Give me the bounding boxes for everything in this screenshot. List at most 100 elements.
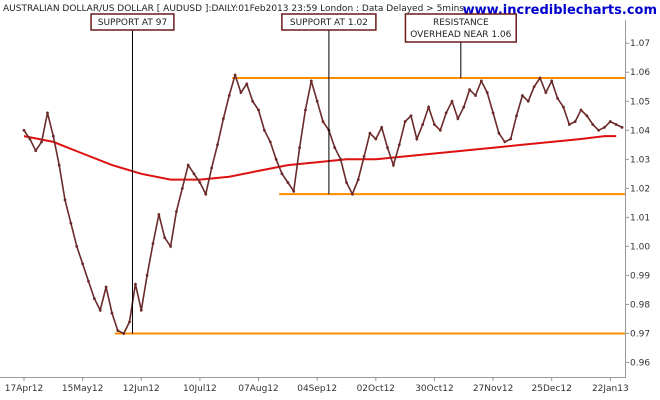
x-tick-label: 30Oct12 [415,384,453,394]
price-point [356,178,360,182]
y-tick-label: 0.99 [630,271,650,281]
price-point [157,213,161,216]
y-tick-label: 1.03 [630,155,650,165]
price-point [245,82,249,86]
price-point [550,79,554,83]
annotation-text-line: OVERHEAD NEAR 1.06 [410,30,511,40]
price-point [567,123,571,126]
price-point [210,166,214,170]
price-point [597,128,601,132]
x-tick-label: 12Jun12 [123,384,160,394]
price-point [374,137,378,141]
price-point [345,181,348,184]
price-point [608,120,612,123]
price-point [585,114,589,118]
price-point [163,236,167,240]
annotation-0: SUPPORT AT 97 [90,13,175,334]
price-point [110,311,114,315]
price-point [474,94,477,97]
price-point [579,108,583,112]
price-point [186,163,190,167]
price-point [63,198,67,202]
y-tick-label: 1.06 [630,68,650,78]
price-point [321,120,325,123]
annotation-box [90,13,175,31]
x-tick-label: 04Sep12 [297,384,337,394]
price-point [532,85,536,89]
price-point [391,163,395,167]
price-point [485,91,489,94]
y-tick-label: 0.97 [630,329,650,339]
price-point [98,308,102,312]
support-resistance-levels [114,77,625,335]
price-point [409,114,413,118]
chart-title: AUSTRALIAN DOLLAR/US DOLLAR [ AUDUSD ]:D… [3,4,464,14]
price-point [51,134,55,138]
y-tick-label: 1.05 [630,97,650,107]
price-point [233,73,237,77]
y-tick-label: 1.00 [630,242,650,252]
price-point [46,111,49,115]
y-tick-label: 0.98 [630,300,650,310]
price-point [544,91,548,94]
price-point [286,181,290,184]
annotation-box [404,13,517,43]
y-tick-label: 0.96 [630,358,650,368]
price-point [134,282,137,286]
price-line [23,72,623,335]
price-point [444,111,448,115]
x-tick-label: 27Nov12 [473,384,513,394]
price-point [57,163,61,167]
price-point [456,117,460,121]
annotations: SUPPORT AT 97 SUPPORT AT 1.02 RESISTANCE OV… [90,13,517,334]
annotation-2: RESISTANCE OVERHEAD NEAR 1.06 [404,13,517,79]
price-point [104,285,108,289]
price-point [145,274,149,277]
price-point [216,143,219,147]
price-point [151,242,155,245]
price-point [503,140,507,144]
x-tick-label: 02Oct12 [357,384,395,394]
price-point [175,210,178,213]
y-tick-label: 1.07 [630,39,650,49]
y-tick-label: 1.01 [630,213,650,223]
price-point [192,172,196,176]
price-point [438,128,442,132]
price-point [180,186,184,190]
price-point [309,79,313,83]
x-tick-label: 15May12 [62,384,104,394]
x-tick-label: 10Jul12 [183,384,217,394]
price-point [221,117,225,121]
price-point [591,123,595,126]
price-point [479,79,483,83]
x-tick-label: 07Aug12 [238,384,278,394]
price-point [509,137,513,141]
annotation-box [281,13,377,31]
price-point [415,137,419,141]
price-point [350,192,354,196]
price-point [34,149,38,153]
y-axis-ticks: 0.96 0.97 0.98 0.99 1.00 1.01 1.02 1.03 1.04 1.05… [625,39,650,368]
price-point [339,157,343,161]
price-point [380,125,384,129]
price-point [87,279,90,283]
price-point [251,99,255,103]
price-point [462,105,466,109]
x-tick-label: 17Apr12 [5,384,43,394]
price-point [263,128,266,132]
price-point [450,99,454,103]
price-point [257,108,260,112]
price-point [614,123,618,126]
moving-average-layer [23,135,617,181]
price-point [198,181,202,184]
price-layer [22,72,624,335]
price-point [75,244,79,248]
price-point [22,128,26,132]
x-axis-ticks: 17Apr12 15May12 12Jun12 10Jul12 07Aug12 04Sep… [5,377,629,394]
annotation-text-line: SUPPORT AT 97 [98,18,167,28]
price-point [520,94,524,97]
price-point [515,114,518,118]
price-point [280,172,284,176]
